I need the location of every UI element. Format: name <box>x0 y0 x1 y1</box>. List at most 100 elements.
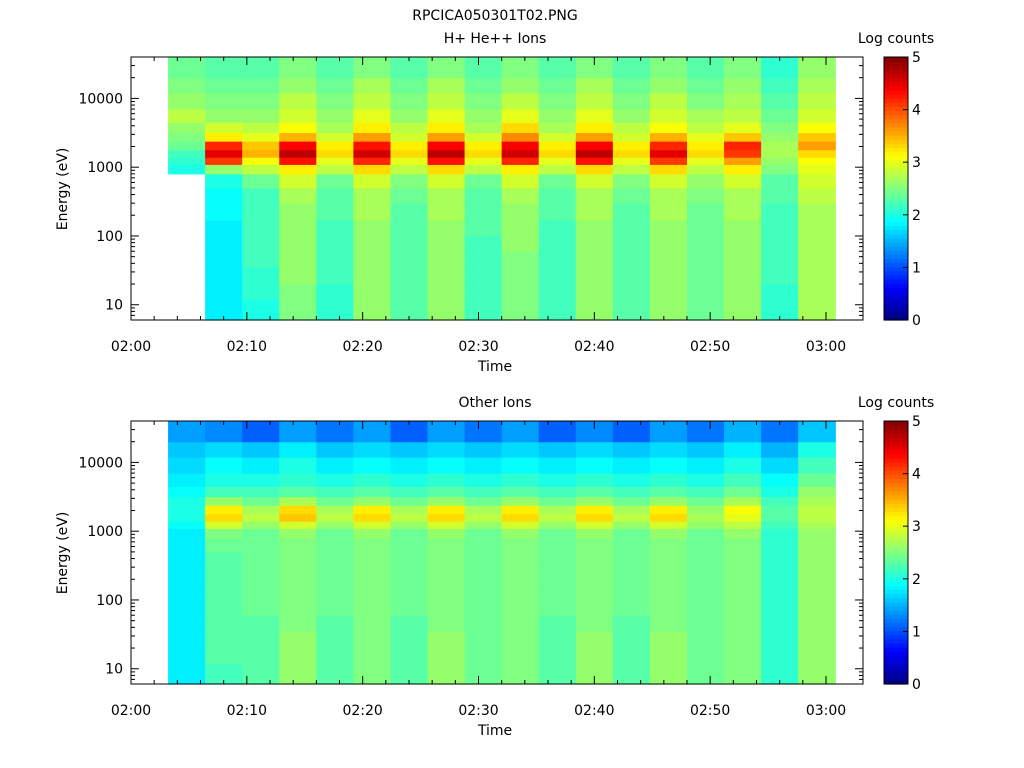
heatmap-cell <box>464 441 503 458</box>
x-tick-label: 03:00 <box>806 703 846 719</box>
heatmap-cell <box>242 521 280 529</box>
heatmap-cell <box>798 537 836 553</box>
heatmap-cell <box>279 521 317 529</box>
heatmap-cell <box>464 521 503 529</box>
heatmap-cell <box>353 235 392 252</box>
heatmap-cell <box>316 141 354 151</box>
heatmap-cell <box>649 284 688 300</box>
heatmap-cell <box>761 57 799 79</box>
heatmap-cell <box>353 631 392 649</box>
heatmap-cell <box>649 77 688 94</box>
heatmap-cell <box>538 528 577 539</box>
x-axis-label: Time <box>477 723 512 739</box>
heatmap-cell <box>279 149 317 158</box>
heatmap-cell <box>316 567 354 585</box>
heatmap-cell <box>316 513 354 522</box>
colorbar-segment <box>884 470 908 476</box>
heatmap-cell <box>168 584 206 601</box>
heatmap-cell <box>687 528 725 539</box>
y-tick-label: 10000 <box>78 91 123 107</box>
heatmap-cell <box>464 528 503 539</box>
colorbar-segment <box>884 437 908 443</box>
heatmap-cell <box>538 567 577 585</box>
heatmap-cell <box>390 132 429 142</box>
heatmap-cell <box>168 149 206 158</box>
colorbar-segment <box>884 564 908 570</box>
heatmap-cell <box>649 486 688 498</box>
heatmap-cell <box>279 267 317 285</box>
colorbar-segment <box>884 618 908 623</box>
x-tick-label: 02:50 <box>690 339 730 355</box>
heatmap-cell <box>242 486 280 498</box>
heatmap-cell <box>242 299 280 313</box>
heatmap-cell <box>538 109 577 123</box>
heatmap-cell <box>279 473 317 487</box>
heatmap-cell <box>575 648 614 664</box>
heatmap-cell <box>798 567 836 585</box>
heatmap-cell <box>761 441 799 458</box>
heatmap-cell <box>575 57 614 79</box>
heatmap-cell <box>798 584 836 601</box>
heatmap-cell <box>464 251 503 268</box>
heatmap-cell <box>649 513 688 522</box>
heatmap-cell <box>316 220 354 237</box>
heatmap-cell <box>612 584 651 601</box>
heatmap-cell <box>501 132 540 142</box>
heatmap-cell <box>687 505 725 515</box>
heatmap-cell <box>501 631 540 649</box>
heatmap-cell <box>538 284 577 300</box>
colorbar-segment <box>884 593 908 599</box>
colorbar-segment <box>884 552 908 558</box>
y-axis-label: Energy (eV) <box>55 148 71 231</box>
heatmap-cell <box>279 122 317 134</box>
heatmap-cell <box>575 141 614 151</box>
heatmap-cell <box>575 92 614 110</box>
heatmap-cell <box>168 631 206 649</box>
heatmap-cell <box>168 164 206 175</box>
heatmap-cell <box>427 173 466 189</box>
heatmap-cell <box>501 164 540 175</box>
heatmap-cell <box>390 486 429 498</box>
heatmap-cell <box>687 486 725 498</box>
heatmap-cell <box>427 311 466 321</box>
heatmap-cell <box>687 537 725 553</box>
colorbar-segment <box>884 494 908 500</box>
heatmap-cell <box>353 648 392 664</box>
heatmap-cell <box>612 157 651 165</box>
heatmap-cell <box>353 528 392 539</box>
heatmap-cell <box>279 567 317 585</box>
heatmap-cell <box>464 57 503 79</box>
colorbar-segment <box>884 250 908 255</box>
colorbar-tick-label: 2 <box>912 572 921 588</box>
colorbar-segment <box>884 527 908 533</box>
heatmap-cell <box>649 92 688 110</box>
heatmap-cell <box>316 92 354 110</box>
heatmap-cell <box>649 235 688 252</box>
heatmap-cell <box>464 567 503 585</box>
heatmap-cell <box>279 648 317 664</box>
heatmap-cell <box>649 157 688 165</box>
heatmap-cell <box>390 421 429 443</box>
heatmap-cell <box>353 92 392 110</box>
heatmap-cell <box>205 132 243 142</box>
heatmap-cell <box>538 521 577 529</box>
heatmap-cell <box>798 251 836 268</box>
heatmap-cell <box>464 77 503 94</box>
heatmap-cell <box>390 267 429 285</box>
heatmap-cell <box>687 663 725 677</box>
heatmap-cell <box>649 496 688 506</box>
heatmap-cell <box>279 505 317 515</box>
heatmap-cell <box>279 157 317 165</box>
heatmap-cell <box>575 187 614 204</box>
colorbar-segment <box>884 114 908 120</box>
heatmap-cell <box>612 537 651 553</box>
heatmap-cell <box>390 663 429 677</box>
heatmap-cell <box>761 513 799 522</box>
heatmap-cell <box>205 473 243 487</box>
heatmap-cell <box>501 551 540 568</box>
heatmap-cell <box>427 220 466 237</box>
heatmap-cell <box>501 109 540 123</box>
colorbar-segment <box>884 453 908 459</box>
colorbar-segment <box>884 204 908 210</box>
heatmap-cell <box>538 77 577 94</box>
